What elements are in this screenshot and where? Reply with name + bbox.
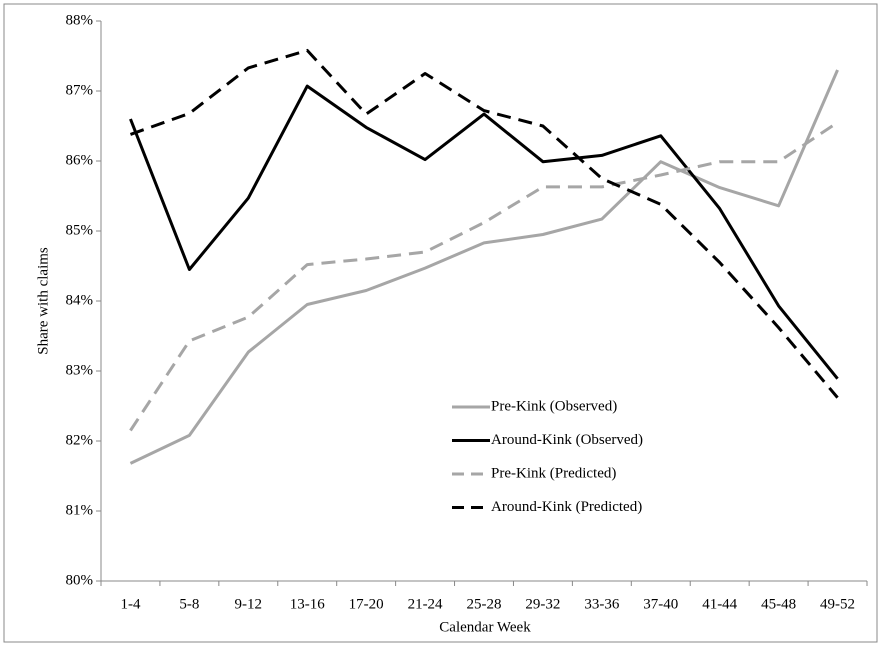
y-tick-label: 81% <box>66 502 94 518</box>
y-tick-label: 83% <box>66 362 94 378</box>
series-line <box>129 69 839 465</box>
y-tick-label: 82% <box>66 432 94 448</box>
y-axis-title: Share with claims <box>35 247 51 355</box>
x-tick-label: 17-20 <box>349 596 384 612</box>
x-tick-label: 45-48 <box>761 596 796 612</box>
x-tick-label: 13-16 <box>290 596 325 612</box>
legend-label: Pre-Kink (Predicted) <box>491 465 616 481</box>
x-tick-label: 5-8 <box>179 596 199 612</box>
legend-label: Around-Kink (Predicted) <box>491 499 642 515</box>
y-tick-label: 86% <box>66 152 94 168</box>
x-tick-label: 41-44 <box>702 596 737 612</box>
legend-label: Pre-Kink (Observed) <box>491 398 617 414</box>
y-tick-label: 80% <box>66 572 94 588</box>
series-line <box>129 121 839 432</box>
y-tick-label: 88% <box>66 12 94 28</box>
x-axis-title: Calendar Week <box>439 619 531 635</box>
y-tick-label: 87% <box>66 82 94 98</box>
x-tick-label: 1-4 <box>120 596 140 612</box>
x-tick-label: 49-52 <box>820 596 855 612</box>
x-tick-label: 25-28 <box>467 596 502 612</box>
y-tick-label: 84% <box>66 292 94 308</box>
y-tick-label: 85% <box>66 222 94 238</box>
x-tick-label: 37-40 <box>643 596 678 612</box>
legend-label: Around-Kink (Observed) <box>491 432 643 448</box>
x-tick-label: 9-12 <box>235 596 263 612</box>
series-line <box>129 84 839 380</box>
series-line <box>129 48 839 399</box>
x-tick-label: 21-24 <box>408 596 443 612</box>
x-tick-label: 33-36 <box>584 596 619 612</box>
chart-border <box>3 3 878 643</box>
x-tick-label: 29-32 <box>525 596 560 612</box>
